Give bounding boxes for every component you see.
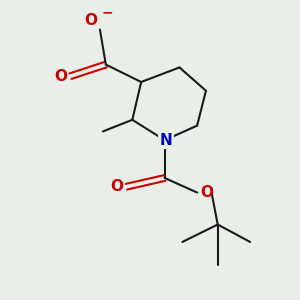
Text: O: O: [200, 185, 213, 200]
Text: N: N: [160, 133, 172, 148]
Text: −: −: [101, 5, 113, 20]
Text: O: O: [110, 179, 124, 194]
Text: O: O: [84, 13, 97, 28]
Text: O: O: [55, 69, 68, 84]
